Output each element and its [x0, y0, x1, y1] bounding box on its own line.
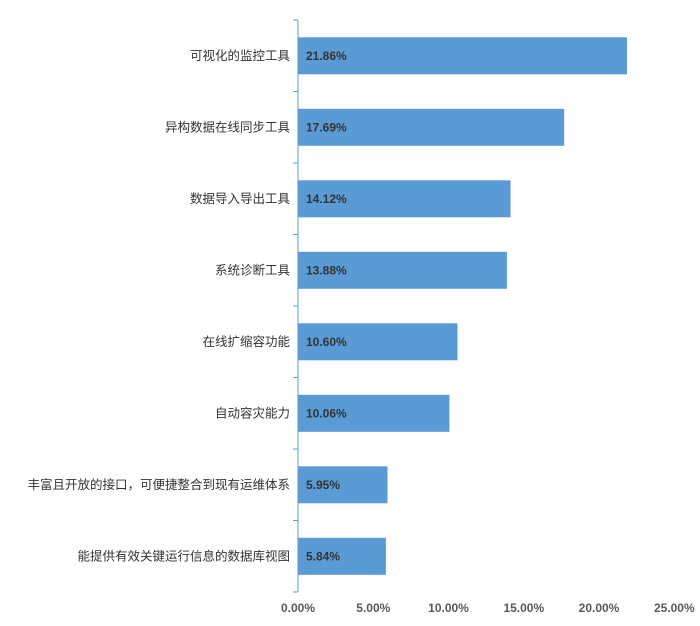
bar-5 [298, 394, 450, 432]
bar-3 [298, 251, 507, 289]
x-tick-label-5: 25.00% [654, 601, 695, 615]
value-label-1: 17.69% [306, 120, 347, 134]
bar-1 [298, 108, 565, 146]
value-label-0: 21.86% [306, 49, 347, 63]
category-label-2: 数据导入导出工具 [190, 191, 291, 206]
value-label-2: 14.12% [306, 192, 347, 206]
category-label-5: 自动容灾能力 [215, 405, 290, 420]
x-tick-label-2: 10.00% [428, 601, 469, 615]
x-tick-label-4: 20.00% [579, 601, 620, 615]
value-label-7: 5.84% [306, 549, 340, 563]
value-label-3: 13.88% [306, 263, 347, 277]
category-label-6: 丰富且开放的接口，可便捷整合到现有运维体系 [27, 477, 290, 492]
bar-4 [298, 323, 458, 361]
bar-6 [298, 466, 388, 504]
value-label-6: 5.95% [306, 478, 340, 492]
x-tick-label-0: 0.00% [281, 601, 315, 615]
x-tick-label-1: 5.00% [356, 601, 390, 615]
category-label-4: 在线扩缩容功能 [202, 334, 290, 349]
category-label-7: 能提供有效关键运行信息的数据库视图 [77, 548, 290, 563]
x-tick-label-3: 15.00% [503, 601, 544, 615]
bar-0 [298, 37, 627, 75]
value-label-4: 10.60% [306, 335, 347, 349]
category-label-3: 系统诊断工具 [215, 262, 291, 277]
bar-7 [298, 537, 386, 575]
category-label-0: 可视化的监控工具 [190, 48, 291, 63]
value-label-5: 10.06% [306, 406, 347, 420]
category-label-1: 异构数据在线同步工具 [165, 119, 291, 134]
bar-2 [298, 180, 511, 218]
